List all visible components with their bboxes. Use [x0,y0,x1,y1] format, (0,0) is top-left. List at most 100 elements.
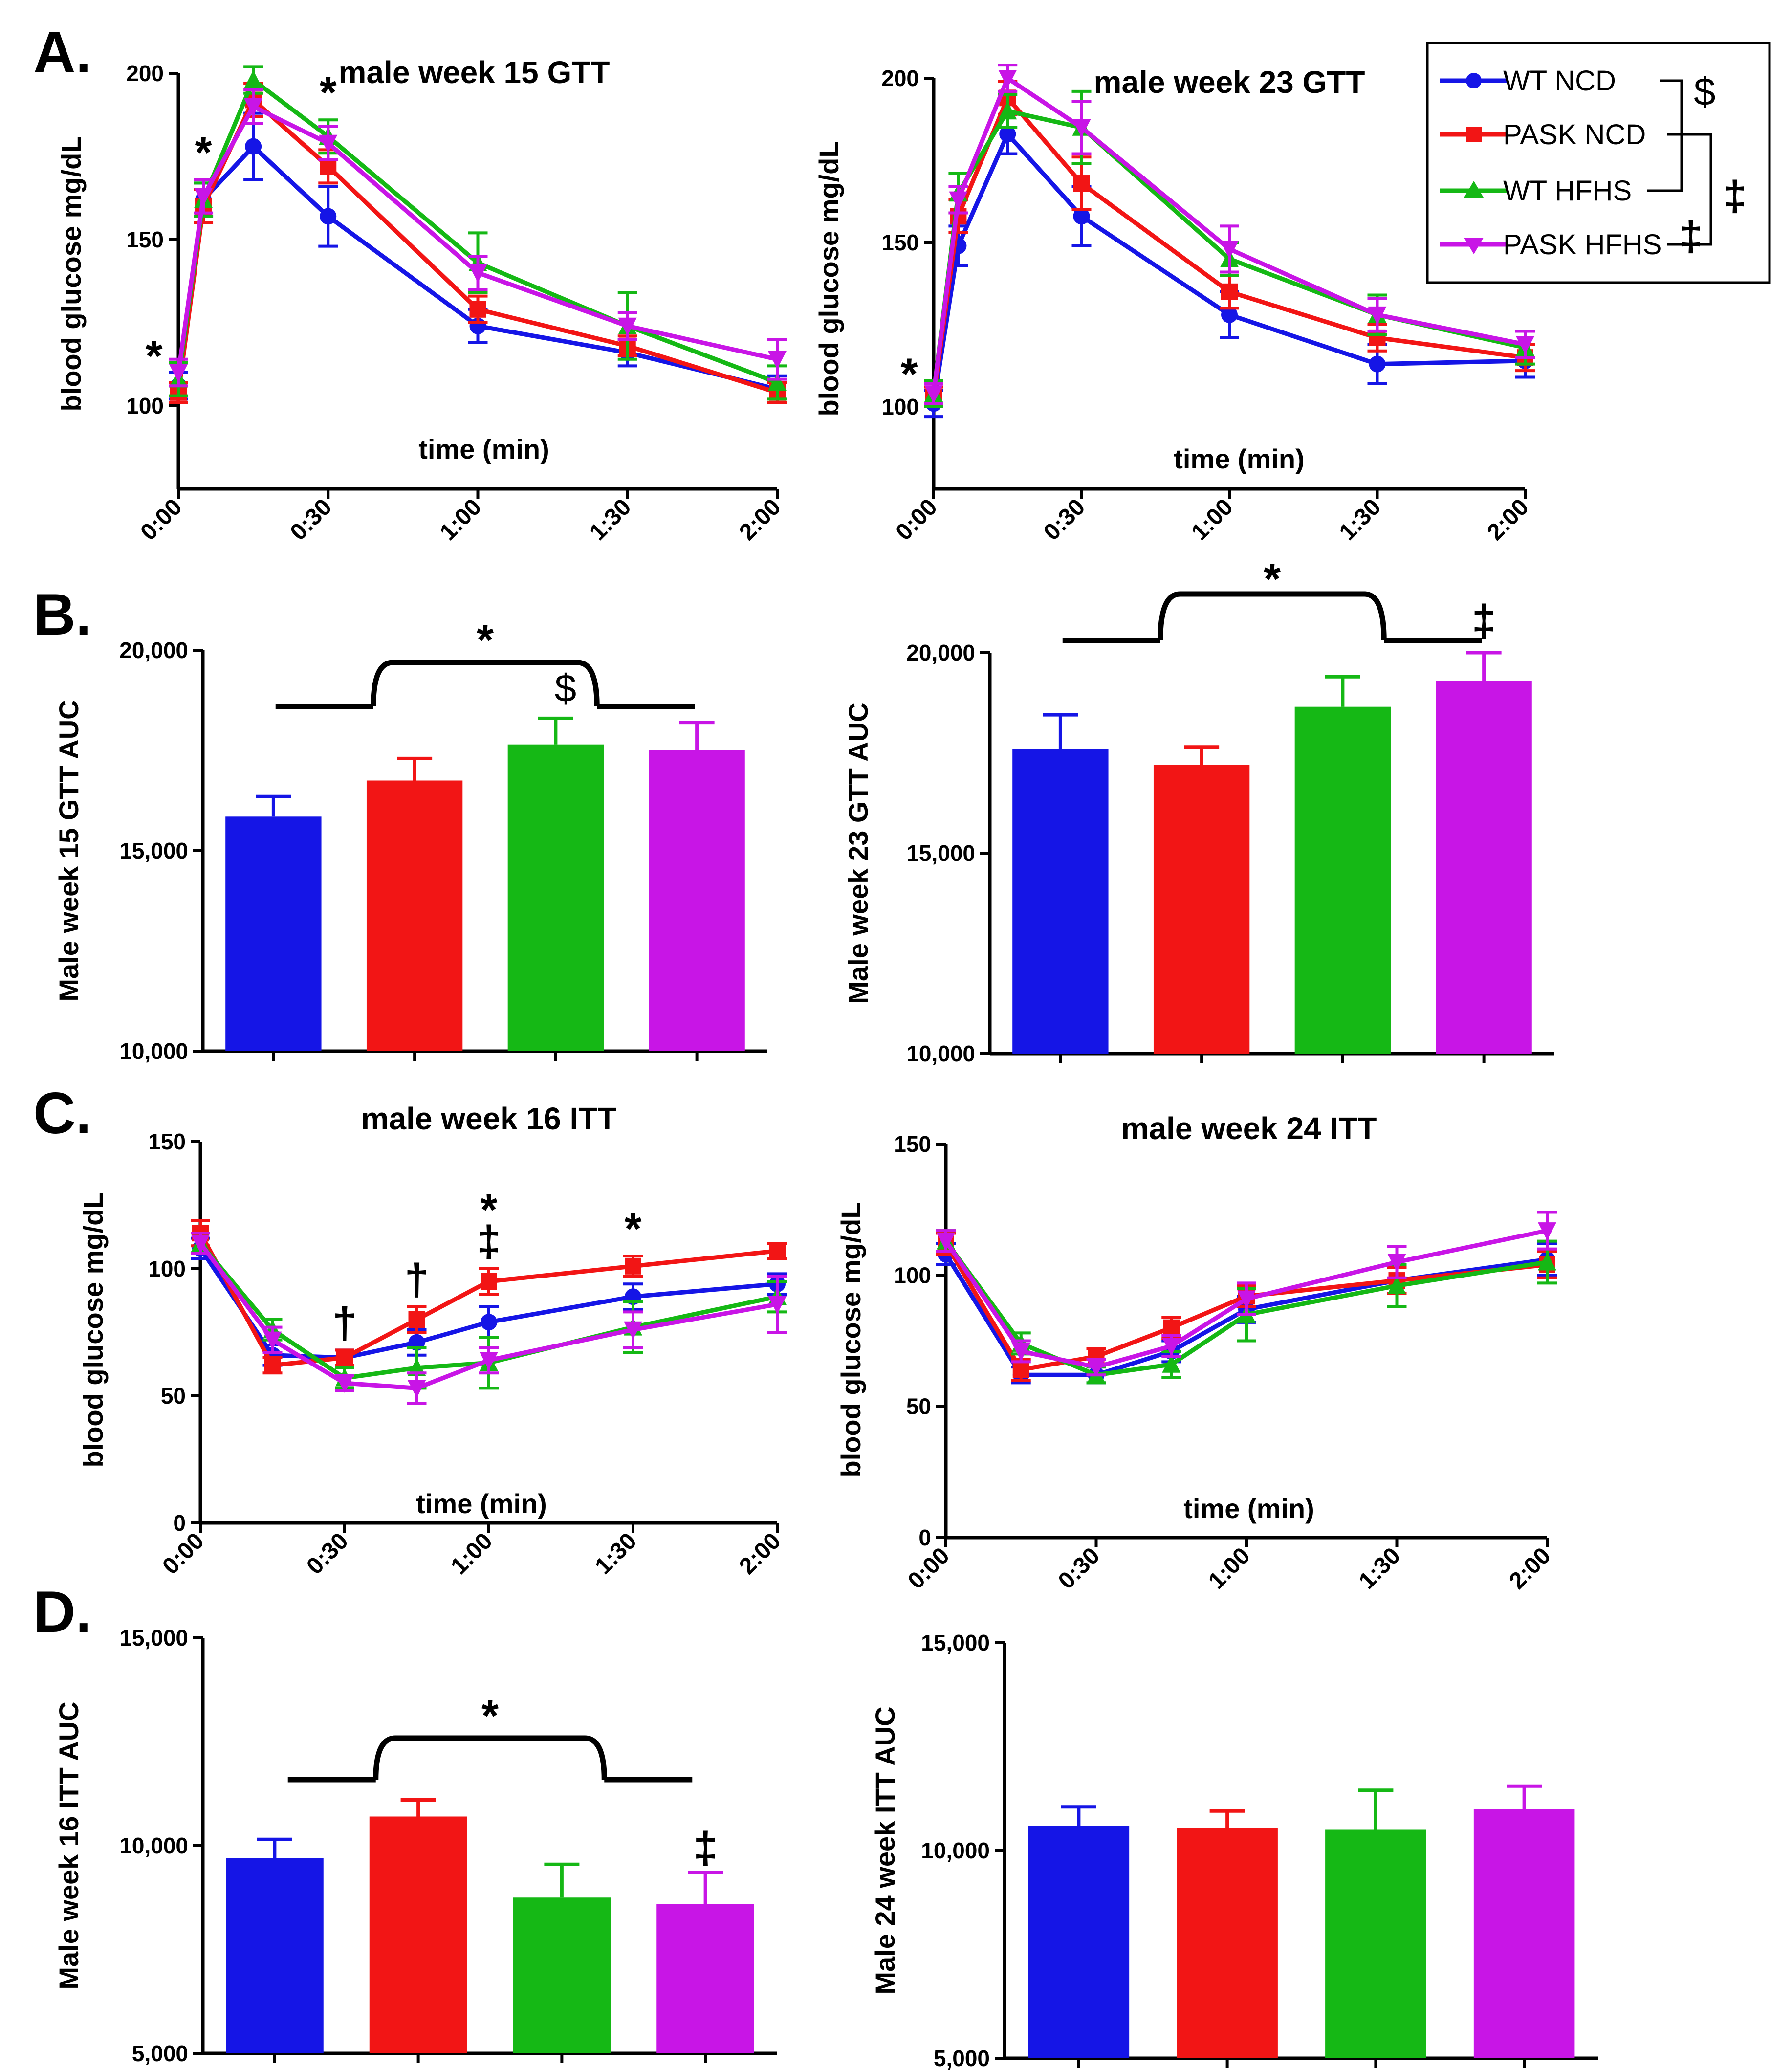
panel-letter-b: B. [33,582,92,647]
legend: WT NCD PASK NCD WT HFHS PASK HFHS $ ‡ ‡ [1426,42,1771,284]
y-tick-label: 20,000 [119,638,188,663]
y-tick-label: 200 [126,61,164,86]
data-point [618,317,637,336]
panel-letter-c: C. [33,1080,92,1146]
data-point [191,1235,210,1253]
chart-week24-itt-auc: 5,000 10,000 15,000 Male 24 week ITT AUC [870,1630,1598,2071]
significance-marker: * [320,68,337,117]
data-point [245,138,262,155]
y-axis-label: Male week 23 GTT AUC [843,702,874,1004]
legend-label-pask-hfhs: PASK HFHS [1503,229,1661,261]
chart-title: male week 15 GTT [339,55,610,90]
significance-marker: * [481,1692,499,1741]
x-tick-label: 0:00 [891,494,942,545]
legend-item-pask-ncd: PASK NCD [1440,119,1646,151]
chart-week16-itt: 0 50 100 150 blood glucose mg/dL 0:00 0:30 1:00… [78,1101,787,1580]
data-point [336,1349,353,1366]
chart-title: male week 16 ITT [361,1101,617,1136]
bar-pask-ncd [369,1816,467,2053]
data-point [263,1331,282,1350]
x-tick-label: 1:30 [1354,1542,1405,1594]
y-tick-label: 15,000 [119,838,188,863]
significance-bracket [287,1735,693,1783]
y-tick-label: 0 [918,1525,931,1550]
legend-symbol-dollar: $ [1694,70,1716,113]
significance-marker: * [145,332,162,381]
data-point [1220,241,1239,259]
y-axis-label: Male week 15 GTT AUC [53,700,84,1001]
data-point [194,188,213,206]
x-tick-label: 1:00 [1203,1542,1255,1594]
bar-pask-hfhs [656,1904,754,2053]
significance-marker: * [480,1186,497,1234]
square-marker-icon [1466,127,1482,142]
significance-marker: † [332,1299,357,1347]
y-tick-label: 200 [881,66,919,91]
legend-label-pask-ncd: PASK NCD [1503,119,1646,151]
bar-wt-ncd [1012,749,1109,1054]
chart-week16-itt-auc: 5,000 10,000 15,000 Male week 16 ITT AUC * ‡ [53,1625,777,2066]
x-axis-label: time (min) [416,1488,547,1519]
x-tick-label: 2:00 [734,494,786,545]
data-point [320,208,337,225]
x-tick-label: 1:00 [446,1528,497,1579]
y-axis-label: blood glucose mg/dL [813,141,844,416]
x-tick-label: 2:00 [1482,494,1533,545]
data-point [1516,336,1534,354]
data-point [468,264,487,283]
data-point [481,1314,497,1331]
panel-letter-a: A. [33,20,92,85]
y-axis-label: Male 24 week ITT AUC [870,1706,900,1994]
data-point [264,1357,281,1374]
significance-marker: ‡ [1472,596,1496,645]
triangle-down-marker-icon [1464,238,1484,254]
significance-bracket [275,660,695,709]
data-point [469,301,486,318]
y-tick-label: 5,000 [132,2041,188,2066]
data-point [408,1311,425,1328]
bar-pask-hfhs [1436,681,1532,1054]
y-tick-label: 20,000 [906,640,975,665]
bar-pask-hfhs [1473,1809,1575,2058]
significance-marker: * [624,1205,641,1254]
data-point [768,1296,787,1314]
chart-week24-itt: 0 50 100 150 blood glucose mg/dL 0:00 0:30 1:00… [835,1111,1557,1594]
data-point [1073,175,1090,192]
data-point [1221,306,1238,323]
data-point [1087,1359,1106,1377]
data-point [244,98,263,116]
data-point [1538,1222,1556,1241]
x-tick-label: 0:30 [302,1528,353,1579]
bar-wt-hfhs [507,744,604,1051]
data-point [1072,119,1091,137]
data-point [407,1380,426,1398]
y-tick-label: 50 [906,1394,931,1419]
x-tick-label: 1:00 [435,494,486,545]
bar-wt-ncd [225,816,322,1051]
y-tick-label: 10,000 [119,1833,188,1858]
y-tick-label: 100 [894,1262,931,1288]
legend-symbol-double-dagger: ‡ [1723,173,1747,220]
significance-marker: * [477,616,494,665]
data-point [1387,1276,1406,1294]
chart-title: male week 24 ITT [1121,1111,1377,1146]
x-tick-label: 1:30 [1334,494,1386,545]
x-tick-label: 0:30 [1039,494,1090,545]
data-point [1387,1254,1406,1272]
y-tick-label: 0 [173,1510,186,1536]
data-point [1162,1354,1181,1373]
bar-pask-hfhs [649,750,745,1051]
y-axis-label: blood glucose mg/dL [56,136,87,411]
data-point [998,101,1017,120]
y-tick-label: 50 [161,1383,186,1409]
y-tick-label: 15,000 [906,840,975,866]
significance-marker: * [1264,555,1281,604]
significance-marker: * [900,350,918,398]
data-point [769,1242,786,1259]
data-point [480,1352,498,1370]
data-point [998,70,1017,88]
data-point [1163,1319,1180,1336]
data-point [949,191,968,210]
data-point [481,1273,497,1290]
